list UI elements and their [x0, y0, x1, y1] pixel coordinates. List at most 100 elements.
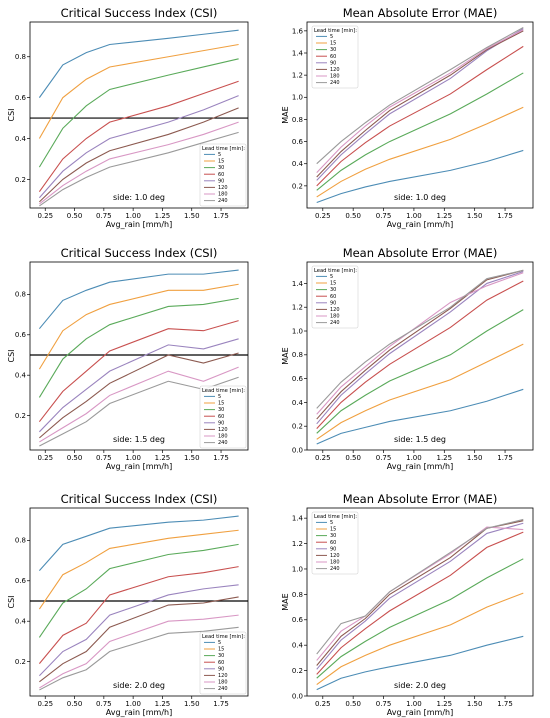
series-line-15: [316, 592, 524, 686]
y-tick-label: 0.8: [292, 591, 303, 599]
series-line-180: [39, 614, 239, 689]
legend-label: 90: [330, 546, 336, 552]
x-tick-label: 0.75: [96, 700, 112, 708]
x-tick-label: 1.25: [155, 700, 171, 708]
y-tick-label: 0.0: [292, 446, 303, 454]
y-tick-label: 1.2: [292, 304, 303, 312]
chart-panel-5: Critical Success Index (CSI)0.25 0.50 0.75…: [7, 492, 249, 717]
legend-title: Lead time [min]:: [314, 514, 357, 520]
chart-panel-4: Mean Absolute Error (MAE)0.25 0.50 0.75 1.0…: [281, 246, 534, 471]
series-line-120: [316, 269, 524, 420]
legend-label: 5: [218, 394, 221, 400]
series-line-15: [316, 106, 524, 198]
legend-label: 60: [330, 294, 336, 300]
legend-label: 120: [218, 673, 228, 679]
series-line-30: [38, 297, 239, 398]
x-tick-label: 1.75: [213, 700, 229, 708]
y-axis-label: MAE: [281, 347, 290, 364]
legend-label: 5: [330, 34, 333, 40]
x-tick-label: 0.50: [67, 454, 83, 462]
x-tick-label: 0.25: [315, 700, 331, 708]
legend-box: [311, 511, 359, 575]
series-line-90: [316, 270, 524, 425]
legend-label: 120: [330, 67, 340, 73]
series-line-90: [316, 28, 524, 181]
series-line-60: [316, 531, 524, 675]
x-tick-label: 1.25: [155, 454, 171, 462]
x-tick-label: 0.75: [96, 212, 112, 220]
legend-label: 240: [218, 198, 228, 204]
legend-label: 90: [218, 420, 224, 426]
legend-label: 90: [218, 666, 224, 672]
legend-title: Lead time [min]:: [202, 388, 245, 394]
legend-title: Lead time [min]:: [314, 28, 357, 34]
annotation: side: 2.0 deg: [113, 681, 165, 690]
legend-label: 180: [330, 74, 340, 80]
chart-title: Mean Absolute Error (MAE): [343, 492, 498, 506]
x-axis-label: Avg_rain [mm/h]: [387, 462, 453, 471]
series-line-240: [316, 269, 524, 409]
x-tick-label: 1.00: [406, 700, 422, 708]
legend-box: [199, 631, 247, 695]
y-tick-label: 0.4: [292, 160, 304, 168]
y-tick-label: 0.4: [15, 372, 27, 380]
y-tick-label: 0.2: [292, 423, 303, 431]
x-tick-label: 0.25: [37, 454, 53, 462]
y-tick-label: 0.4: [292, 642, 304, 650]
x-tick-label: 0.25: [315, 454, 331, 462]
series-line-60: [38, 80, 239, 192]
x-tick-label: 1.75: [213, 212, 229, 220]
y-tick-label: 0.6: [292, 138, 304, 146]
x-tick-label: 0.50: [67, 212, 83, 220]
series-line-90: [38, 338, 239, 433]
legend-label: 30: [218, 407, 224, 413]
y-tick-label: 0.2: [15, 658, 26, 666]
x-tick-label: 0.25: [37, 700, 53, 708]
legend-label: 15: [330, 527, 336, 533]
y-tick-label: 0.8: [292, 351, 303, 359]
legend-label: 180: [218, 680, 228, 686]
x-tick-label: 0.50: [67, 700, 83, 708]
x-tick-label: 1.50: [184, 454, 200, 462]
series-line-30: [316, 309, 524, 434]
series-line-5: [38, 515, 239, 572]
y-tick-label: 1.6: [292, 27, 304, 35]
annotation: side: 1.0 deg: [113, 193, 165, 202]
series-line-60: [316, 280, 524, 429]
annotation: side: 2.0 deg: [394, 681, 446, 690]
legend-label: 120: [330, 307, 340, 313]
chart-title: Critical Success Index (CSI): [61, 6, 218, 20]
series-line-120: [316, 30, 524, 178]
legend-label: 180: [218, 434, 228, 440]
x-tick-label: 1.50: [184, 212, 200, 220]
legend-label: 90: [330, 300, 336, 306]
x-tick-label: 1.25: [437, 454, 453, 462]
x-axis-label: Avg_rain [mm/h]: [106, 220, 172, 229]
annotation: side: 1.5 deg: [113, 435, 165, 444]
legend-box: [199, 385, 247, 449]
series-line-5: [38, 29, 239, 98]
series-line-90: [316, 522, 524, 670]
chart-panel-1: Critical Success Index (CSI)0.25 0.50 0.75…: [7, 6, 249, 229]
chart-panel-2: Mean Absolute Error (MAE)0.25 0.50 0.75 1.0…: [281, 6, 534, 229]
x-axis-label: Avg_rain [mm/h]: [387, 220, 453, 229]
series-line-5: [316, 635, 524, 691]
legend-label: 15: [218, 647, 224, 653]
legend-label: 240: [330, 566, 340, 572]
x-tick-label: 1.00: [406, 212, 422, 220]
x-tick-label: 1.00: [125, 454, 141, 462]
y-tick-label: 0.8: [15, 53, 26, 61]
x-tick-label: 1.50: [184, 700, 200, 708]
legend-label: 30: [330, 47, 336, 53]
x-tick-label: 0.50: [345, 212, 361, 220]
legend-title: Lead time [min]:: [202, 146, 245, 152]
series-line-180: [39, 121, 239, 205]
y-tick-label: 0.4: [292, 399, 304, 407]
y-tick-label: 1.2: [292, 540, 303, 548]
x-tick-label: 1.50: [467, 700, 483, 708]
x-tick-label: 0.75: [376, 212, 392, 220]
y-tick-label: 0.0: [292, 692, 303, 700]
